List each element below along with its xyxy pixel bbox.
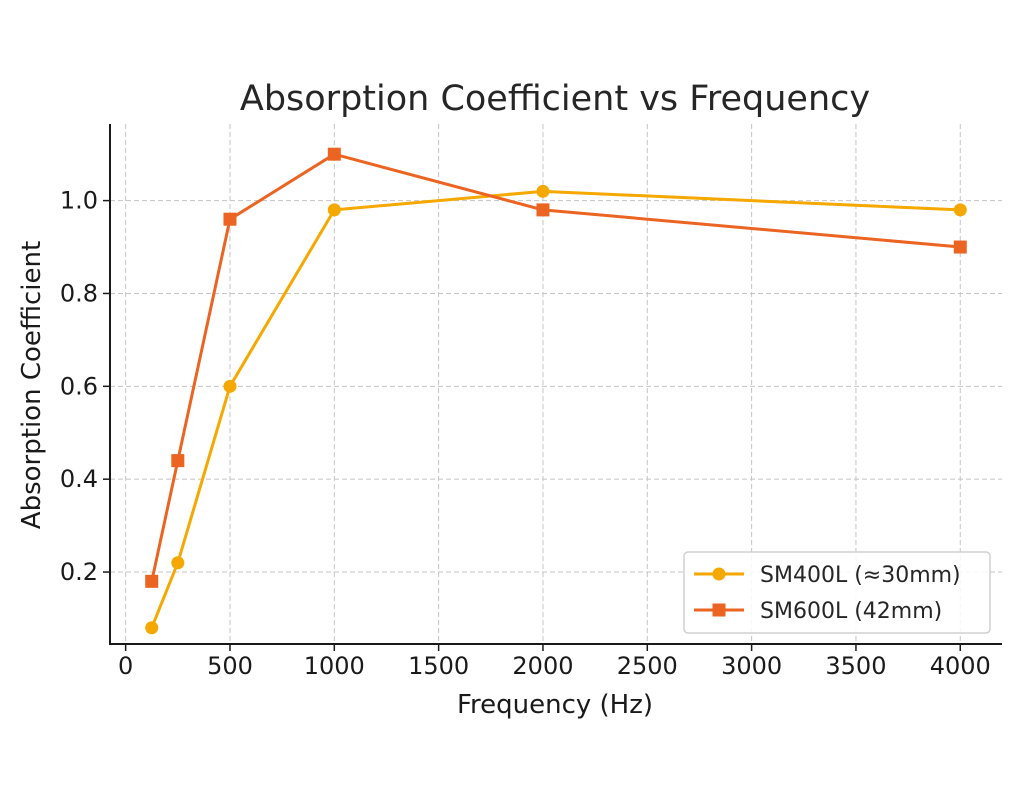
- data-point-marker: [145, 574, 159, 588]
- data-point-marker: [536, 184, 550, 198]
- legend-label: SM400L (≈30mm): [760, 563, 961, 588]
- tick-labels: 0 500 1000 1500 2000 2500 3000 3500 4000 0.2 0.4 0.…: [60, 187, 991, 680]
- y-axis-label: Absorption Coefficient: [17, 241, 47, 529]
- data-point-marker: [536, 203, 550, 217]
- y-tick-label: 0.2: [60, 558, 98, 586]
- y-tick-label: 1.0: [60, 187, 98, 215]
- chart-title: Absorption Coefficient vs Frequency: [240, 79, 870, 119]
- x-tick-label: 4000: [930, 652, 991, 680]
- data-point-marker: [327, 203, 341, 217]
- x-tick-label: 3000: [721, 652, 782, 680]
- data-series: [145, 147, 967, 635]
- legend: SM400L (≈30mm) SM600L (42mm): [683, 551, 991, 634]
- x-tick-label: 1000: [304, 652, 365, 680]
- x-tick-label: 0: [118, 652, 133, 680]
- y-tick-label: 0.6: [60, 372, 98, 400]
- x-axis-label: Frequency (Hz): [457, 690, 653, 720]
- x-tick-label: 1500: [408, 652, 469, 680]
- data-point-marker: [171, 454, 185, 468]
- legend-marker-sample: [712, 567, 726, 581]
- x-tick-label: 2000: [512, 652, 573, 680]
- series-line-1: [150, 189, 961, 629]
- y-tick-label: 0.8: [60, 279, 98, 307]
- legend-marker-sample: [712, 603, 726, 617]
- series-line-2: [150, 152, 961, 582]
- x-tick-label: 500: [207, 652, 253, 680]
- data-point-marker: [145, 621, 159, 635]
- x-tick-label: 3500: [825, 652, 886, 680]
- data-point-marker: [953, 203, 967, 217]
- data-point-marker: [223, 212, 237, 226]
- legend-box: [683, 551, 991, 634]
- data-point-marker: [223, 379, 237, 393]
- x-tick-label: 2500: [617, 652, 678, 680]
- data-point-marker: [953, 240, 967, 254]
- data-point-marker: [327, 147, 341, 161]
- y-tick-label: 0.4: [60, 465, 98, 493]
- axes: [103, 124, 1002, 651]
- data-point-marker: [171, 556, 185, 570]
- legend-label: SM600L (42mm): [760, 599, 942, 624]
